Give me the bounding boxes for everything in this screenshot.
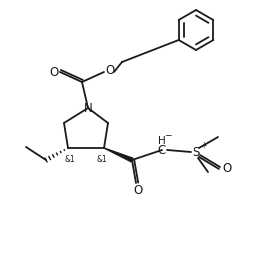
Text: O: O	[222, 162, 232, 176]
Text: O: O	[133, 185, 143, 197]
Text: &1: &1	[97, 154, 107, 163]
Text: +: +	[200, 141, 206, 150]
Text: O: O	[105, 65, 115, 78]
Text: O: O	[50, 66, 59, 78]
Polygon shape	[104, 148, 133, 162]
Text: S: S	[192, 145, 200, 159]
Text: −: −	[164, 131, 172, 140]
Text: H: H	[158, 136, 166, 146]
Text: &1: &1	[65, 154, 75, 163]
Text: N: N	[84, 102, 92, 115]
Text: C: C	[158, 144, 166, 158]
